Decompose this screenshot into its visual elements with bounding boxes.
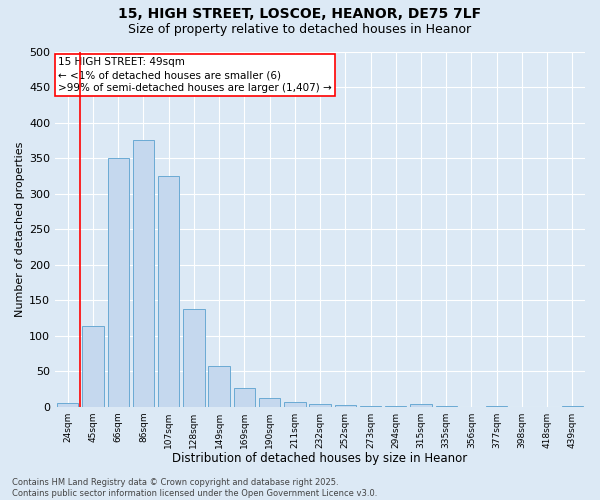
Bar bbox=[57, 403, 79, 406]
Text: Size of property relative to detached houses in Heanor: Size of property relative to detached ho… bbox=[128, 22, 472, 36]
Bar bbox=[284, 402, 305, 406]
Bar bbox=[158, 176, 179, 406]
Y-axis label: Number of detached properties: Number of detached properties bbox=[15, 142, 25, 316]
Bar bbox=[410, 404, 432, 406]
Bar bbox=[183, 308, 205, 406]
Bar bbox=[82, 326, 104, 406]
Text: 15 HIGH STREET: 49sqm
← <1% of detached houses are smaller (6)
>99% of semi-deta: 15 HIGH STREET: 49sqm ← <1% of detached … bbox=[58, 57, 332, 93]
Bar bbox=[310, 404, 331, 406]
X-axis label: Distribution of detached houses by size in Heanor: Distribution of detached houses by size … bbox=[172, 452, 468, 465]
Text: 15, HIGH STREET, LOSCOE, HEANOR, DE75 7LF: 15, HIGH STREET, LOSCOE, HEANOR, DE75 7L… bbox=[118, 8, 482, 22]
Bar bbox=[259, 398, 280, 406]
Bar bbox=[208, 366, 230, 406]
Bar bbox=[107, 158, 129, 406]
Bar bbox=[133, 140, 154, 406]
Bar bbox=[335, 405, 356, 406]
Text: Contains HM Land Registry data © Crown copyright and database right 2025.
Contai: Contains HM Land Registry data © Crown c… bbox=[12, 478, 377, 498]
Bar bbox=[233, 388, 255, 406]
